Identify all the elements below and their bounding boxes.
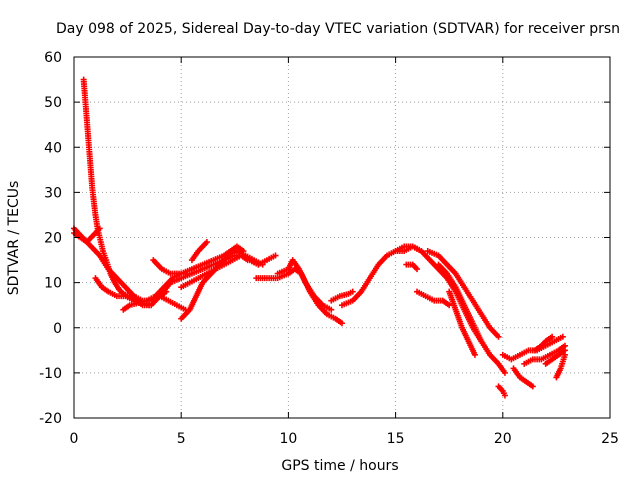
data-point (495, 333, 502, 340)
y-tick-label: 10 (44, 276, 62, 292)
data-point (478, 338, 485, 345)
data-point (349, 288, 356, 295)
x-tick-label: 25 (601, 431, 619, 447)
data-point (414, 266, 421, 273)
y-tick-label: -10 (39, 366, 62, 382)
y-tick-label: 40 (44, 140, 62, 156)
y-tick-label: 60 (44, 50, 62, 66)
y-tick-label: 20 (44, 231, 62, 247)
x-tick-label: 5 (177, 431, 186, 447)
data-point (561, 351, 568, 358)
y-tick-label: 0 (53, 321, 62, 337)
data-point (501, 369, 508, 376)
y-tick-label: 50 (44, 95, 62, 111)
data-point (146, 302, 153, 309)
data-point (328, 306, 335, 313)
x-tick-label: 0 (70, 431, 79, 447)
x-axis: 0 5 10 15 20 25 (70, 57, 619, 447)
data-point (446, 302, 453, 309)
y-axis-label: SDTVAR / TECUs (6, 181, 22, 296)
y-tick-label: 30 (44, 185, 62, 201)
grid-lines (74, 57, 610, 418)
y-tick-label: -20 (39, 411, 62, 427)
x-tick-label: 10 (279, 431, 297, 447)
x-tick-label: 15 (387, 431, 405, 447)
x-axis-label: GPS time / hours (281, 458, 398, 474)
data-point (549, 333, 556, 340)
data-point (471, 351, 478, 358)
data-point (272, 252, 279, 259)
data-point (559, 333, 566, 340)
chart-title: Day 098 of 2025, Sidereal Day-to-day VTE… (56, 21, 620, 37)
data-point (501, 392, 508, 399)
data-point (203, 239, 210, 246)
x-tick-label: 20 (494, 431, 512, 447)
data-point (529, 383, 536, 390)
data-points (71, 76, 568, 399)
data-point (339, 320, 345, 327)
y-axis: -20 -10 0 10 20 30 40 50 60 (39, 50, 610, 427)
